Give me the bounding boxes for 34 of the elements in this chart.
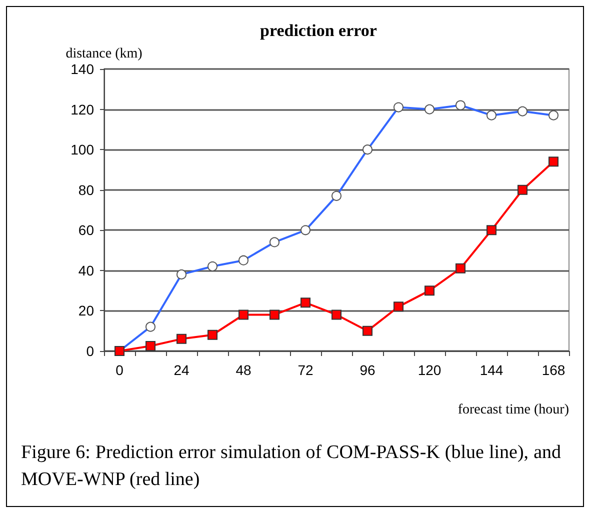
- point: [456, 263, 466, 274]
- y-tick-label: 0: [86, 343, 94, 359]
- point: [424, 286, 434, 296]
- point: [238, 310, 248, 320]
- y-tick-label: 100: [70, 142, 94, 158]
- point: [518, 184, 528, 195]
- x-tick-label: 144: [480, 362, 504, 378]
- x-axis-title: forecast time (hour): [458, 402, 570, 418]
- point: [208, 330, 218, 340]
- x-tick-label: 48: [236, 362, 252, 378]
- point: [300, 298, 310, 308]
- point: [176, 334, 186, 344]
- point: [146, 340, 156, 351]
- x-tick-label: 0: [116, 362, 124, 378]
- y-tick-label: 140: [70, 61, 94, 77]
- point: [362, 326, 372, 336]
- x-tick-label: 168: [542, 362, 566, 378]
- y-axis-title: distance (km): [66, 46, 143, 62]
- point: [486, 225, 496, 236]
- y-tick-label: 80: [78, 182, 94, 198]
- x-tick-label: 96: [360, 362, 376, 378]
- x-tick-label: 24: [174, 362, 190, 378]
- y-tick-label: 60: [78, 222, 94, 238]
- x-tick-label: 120: [418, 362, 442, 378]
- point: [332, 310, 342, 320]
- caption: Figure 6: Prediction error simulation of COM-PASS-K (blue line), and MOVE-WNP (red line): [21, 441, 561, 492]
- x-tick-label: 72: [298, 362, 314, 378]
- point: [270, 310, 280, 320]
- y-tick-label: 20: [78, 302, 94, 319]
- chart-title: prediction error: [260, 21, 378, 40]
- y-tick-label: 40: [78, 262, 94, 278]
- point: [548, 156, 558, 167]
- y-tick-label: 120: [70, 101, 94, 118]
- point: [394, 302, 404, 312]
